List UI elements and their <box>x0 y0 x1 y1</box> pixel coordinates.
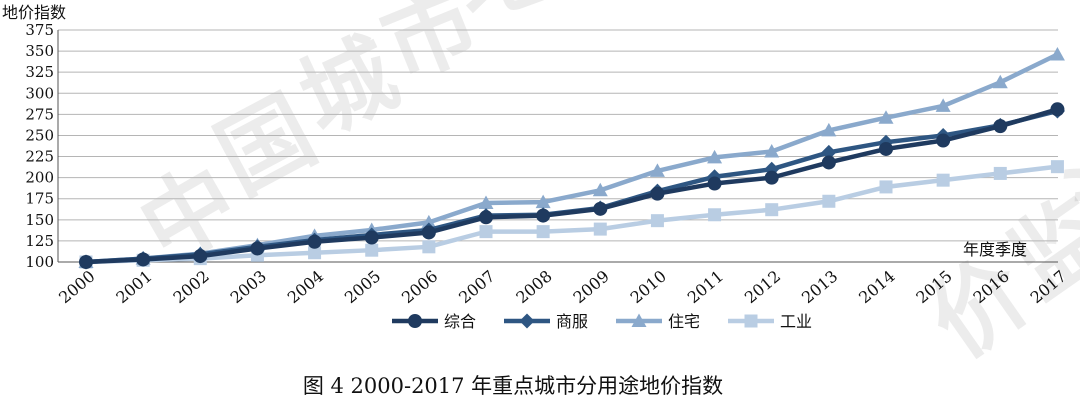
data-point <box>421 214 437 229</box>
x-tick-label: 2007 <box>455 267 498 308</box>
x-tick-label: 2010 <box>627 267 670 308</box>
series-工业 <box>79 160 1064 269</box>
data-point <box>936 173 950 187</box>
y-tick-label: 175 <box>25 190 54 208</box>
y-tick-label: 125 <box>25 232 54 250</box>
x-tick-label: 2011 <box>684 267 727 308</box>
data-point <box>1050 160 1064 174</box>
x-tick-label: 2014 <box>855 267 898 308</box>
data-point <box>993 119 1008 134</box>
data-point <box>879 141 893 156</box>
x-tick-label: 2012 <box>741 267 784 308</box>
data-point <box>478 195 494 209</box>
x-tick-label: 2001 <box>112 267 155 308</box>
data-point <box>631 313 647 327</box>
x-tick-label: 2013 <box>798 267 841 308</box>
y-tick-label: 250 <box>25 126 54 144</box>
data-point <box>364 230 379 245</box>
y-tick-label: 375 <box>25 21 54 39</box>
data-point <box>707 149 723 164</box>
x-axis-label: 年度季度 <box>963 240 1027 259</box>
data-point <box>479 210 493 225</box>
data-point <box>308 246 322 260</box>
data-point <box>136 252 151 267</box>
y-tick-label: 350 <box>25 42 54 60</box>
data-point <box>821 155 836 170</box>
legend-label: 商服 <box>556 312 588 331</box>
x-tick-label: 2000 <box>55 267 98 308</box>
data-point <box>993 166 1007 180</box>
series-line <box>85 107 1059 265</box>
y-tick-label: 200 <box>25 169 54 187</box>
data-point <box>193 249 208 264</box>
data-point <box>536 225 550 239</box>
series-layer <box>78 46 1065 270</box>
data-point <box>821 122 837 137</box>
data-point <box>79 255 93 269</box>
data-point <box>765 203 779 217</box>
data-point <box>536 208 551 223</box>
data-point <box>592 182 608 197</box>
x-tick-label: 2003 <box>227 267 270 308</box>
figure-caption: 图 4 2000-2017 年重点城市分用途地价指数 <box>303 374 723 398</box>
data-point <box>421 225 436 240</box>
y-tick-label: 100 <box>25 253 54 271</box>
data-point <box>1049 46 1065 61</box>
data-point <box>936 133 951 148</box>
data-point <box>650 214 664 228</box>
data-point <box>764 170 779 185</box>
series-line <box>85 164 1058 265</box>
data-point <box>744 314 758 328</box>
x-tick-label: 2006 <box>398 267 441 308</box>
data-point <box>821 144 837 160</box>
y-tick-label: 225 <box>25 148 54 166</box>
x-tick-label: 2004 <box>284 267 327 308</box>
legend-label: 综合 <box>444 312 476 331</box>
data-point <box>764 143 780 158</box>
legend: 综合 商服 住宅 工业 <box>392 312 812 331</box>
data-point <box>992 74 1008 89</box>
data-point <box>708 208 722 222</box>
y-tick-label: 150 <box>25 211 54 229</box>
data-point <box>649 163 665 177</box>
data-point <box>519 313 535 329</box>
x-tick-label: 2005 <box>341 267 384 308</box>
data-point <box>408 314 422 328</box>
series-综合 <box>79 102 1065 269</box>
legend-item: 综合 <box>392 312 476 331</box>
data-point <box>479 225 493 239</box>
data-point <box>879 180 893 194</box>
data-point <box>593 222 607 236</box>
legend-item: 商服 <box>504 312 588 331</box>
legend-item: 工业 <box>728 312 812 331</box>
legend-item: 住宅 <box>616 312 700 331</box>
data-point <box>878 110 894 124</box>
data-point <box>535 194 551 209</box>
data-point <box>250 241 265 256</box>
x-tick-label: 2009 <box>569 267 612 308</box>
y-tick-label: 300 <box>25 84 54 102</box>
y-axis-label: 地价指数 <box>2 3 66 22</box>
y-tick-label: 275 <box>25 105 54 123</box>
data-point <box>822 194 836 208</box>
legend-label: 工业 <box>780 312 812 331</box>
data-point <box>593 201 608 216</box>
y-tick-label: 325 <box>25 63 54 81</box>
data-point <box>650 186 665 201</box>
data-point <box>935 98 951 112</box>
data-point <box>307 234 322 249</box>
data-point <box>1050 102 1065 117</box>
data-point <box>422 240 436 254</box>
x-tick-label: 2008 <box>512 267 555 308</box>
data-point <box>365 243 379 257</box>
legend-label: 住宅 <box>668 312 700 331</box>
data-point <box>707 176 722 191</box>
